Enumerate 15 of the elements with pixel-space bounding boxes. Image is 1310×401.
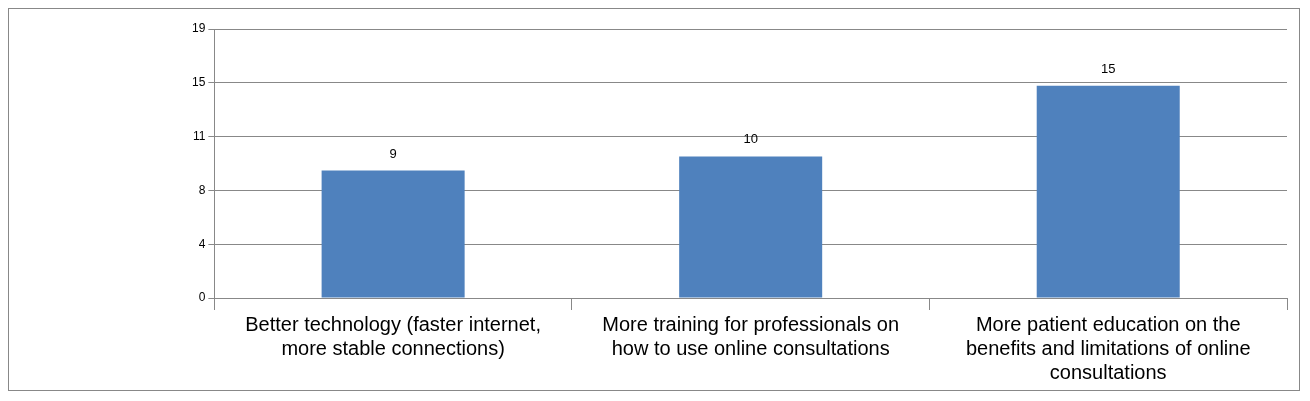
bar [679,156,823,298]
bar [321,170,465,298]
y-tick-label: 0 [198,290,206,305]
x-tick-label: Better technology (faster internet, more stable connections) [245,312,541,359]
bar [1036,85,1180,298]
x-tick-label: More patient education on the benefits and limitations of online consultations [965,312,1251,383]
y-tick-label: 15 [191,75,206,90]
x-tick-label: More training for professionals on how to use online consultations [602,312,900,359]
data-label: 10 [743,131,758,147]
y-tick-label: 8 [198,182,206,197]
y-tick-label: 4 [198,236,206,251]
y-tick-label: 11 [192,128,206,143]
data-label: 15 [1100,60,1116,76]
y-tick-label: 19 [191,21,206,36]
data-label: 9 [389,145,397,161]
